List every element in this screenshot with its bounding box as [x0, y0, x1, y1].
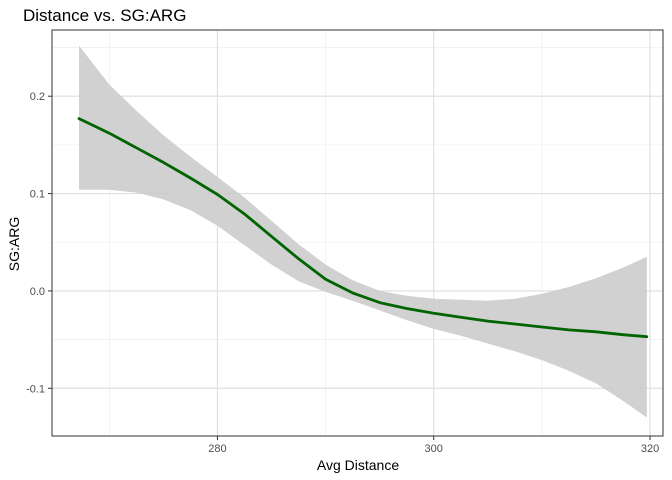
smooth-line: [77, 117, 649, 339]
plot-border: [51, 29, 664, 437]
y-tick-label: 0.0: [30, 286, 45, 298]
y-tick-label: -0.1: [26, 383, 45, 395]
confidence-band: [79, 45, 647, 418]
y-axis: -0.1 0.0 0.1 0.2: [26, 91, 52, 395]
y-tick-label: 0.2: [30, 91, 45, 103]
x-axis-title: Avg Distance: [317, 457, 399, 473]
series-layer: [77, 45, 649, 418]
plot-panel: [52, 30, 663, 436]
x-tick-label: 280: [208, 443, 226, 455]
x-tick-label: 300: [425, 443, 443, 455]
chart-title: Distance vs. SG:ARG: [23, 6, 186, 25]
x-axis: 280 300 320: [208, 436, 659, 455]
x-tick-label: 320: [641, 443, 659, 455]
y-axis-title: SG:ARG: [6, 217, 22, 271]
y-tick-label: 0.1: [30, 189, 45, 201]
